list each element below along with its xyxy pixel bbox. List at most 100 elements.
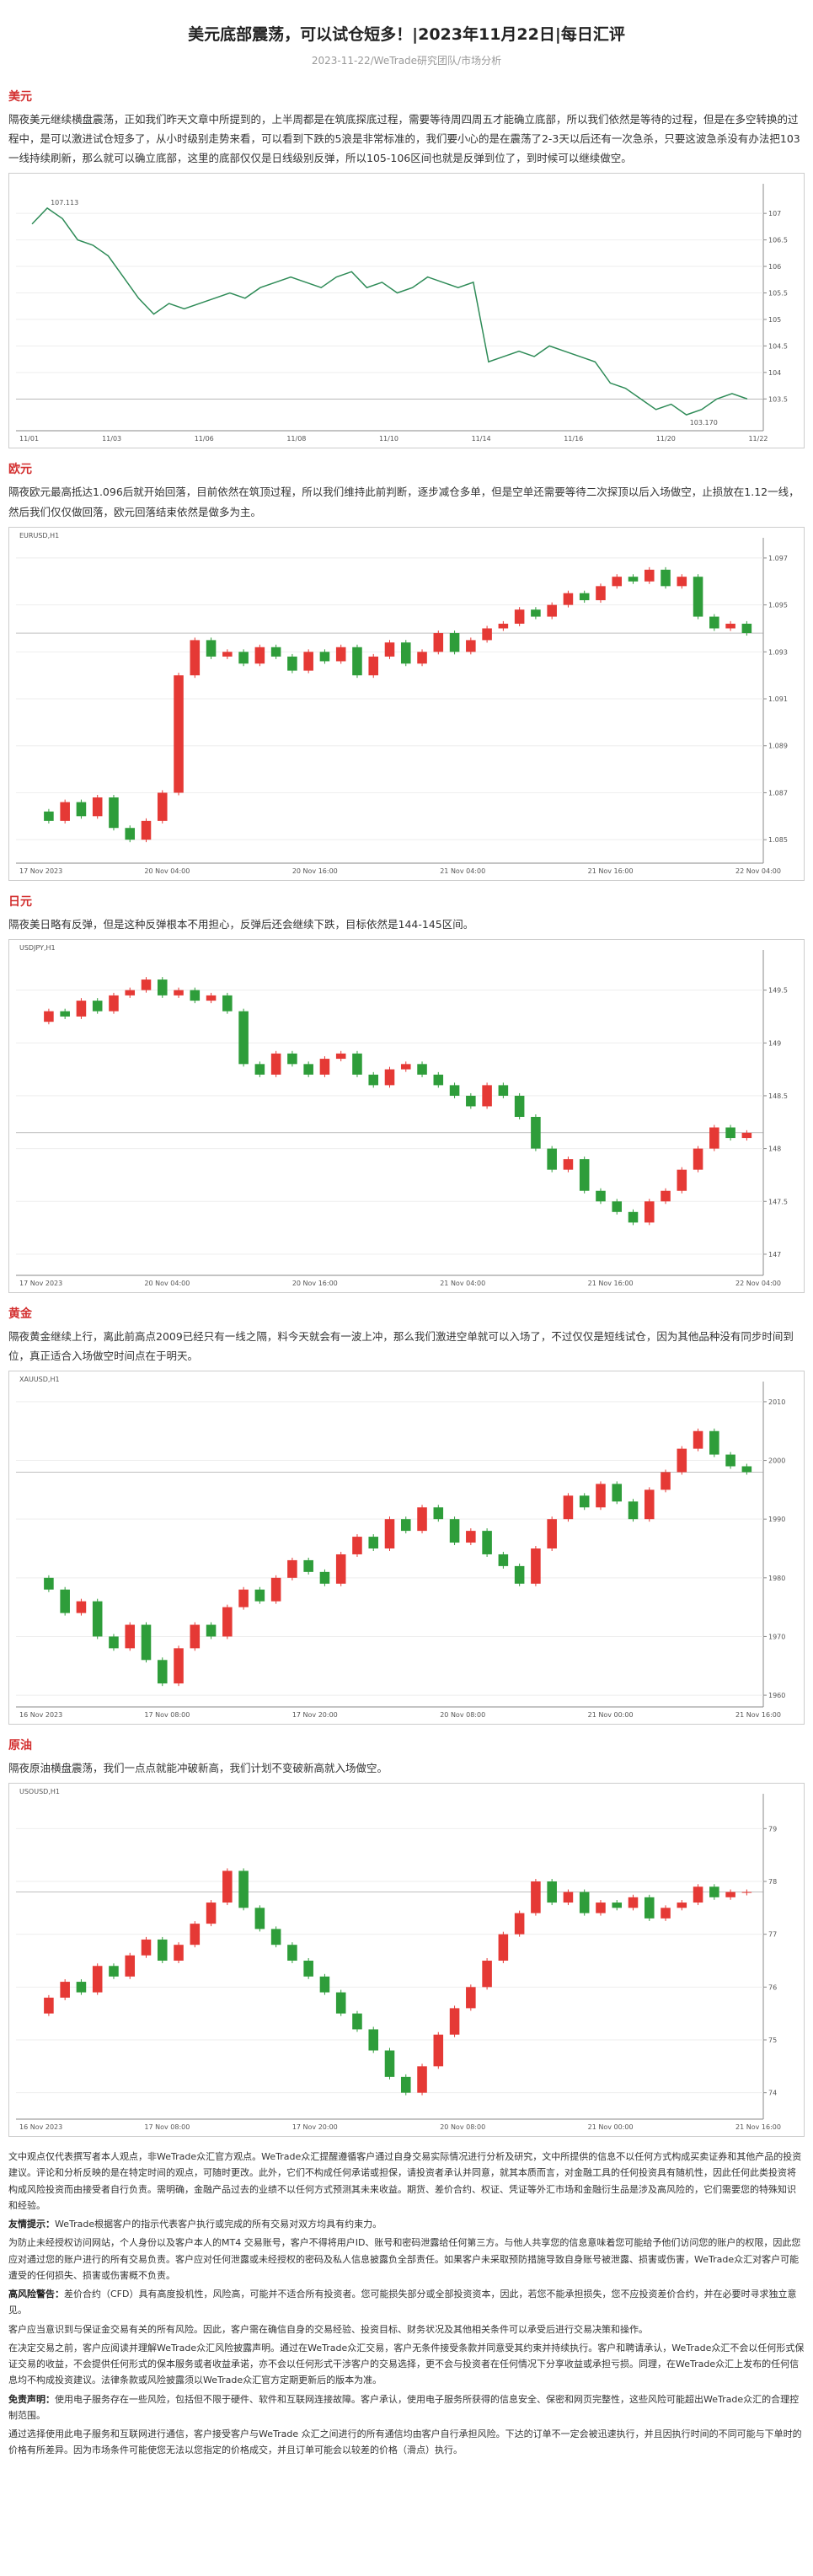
candle [417, 2066, 427, 2093]
candle [628, 1501, 639, 1520]
candle [709, 1886, 719, 1897]
x-tick-label: 11/03 [102, 435, 121, 443]
x-tick-label: 21 Nov 00:00 [588, 1711, 634, 1719]
candle [644, 1201, 655, 1223]
article: 美元底部震荡，可以试仓短多！|2023年11月22日|每日汇评 2023-11-… [0, 22, 813, 2459]
y-tick-label: 1.097 [768, 555, 788, 562]
x-tick-label: 11/20 [656, 435, 676, 443]
candle [433, 1507, 444, 1520]
disclaimer-paragraph: 客户应当意识到与保证金交易有关的所有风险。因此，客户需在确信自身的交易经验、投资… [8, 2321, 805, 2337]
candle [335, 1554, 346, 1584]
candle [141, 820, 152, 840]
y-tick-label: 147.5 [768, 1198, 788, 1205]
x-tick-label: 22 Nov 04:00 [735, 1280, 781, 1287]
candle [206, 1902, 217, 1924]
candle [238, 1011, 249, 1065]
disclaimer-label: 高风险警告： [8, 2289, 64, 2300]
candle [92, 1966, 103, 1993]
x-tick-label: 21 Nov 16:00 [735, 2123, 781, 2131]
candle [449, 632, 460, 652]
disclaimer-paragraph: 免责声明：使用电子服务存在一些风险，包括但不限于硬件、软件和互联网连接故障。客户… [8, 2391, 805, 2424]
x-tick-label: 17 Nov 08:00 [144, 1711, 190, 1719]
candle [741, 623, 752, 633]
candle [109, 797, 119, 828]
candle [433, 1074, 444, 1086]
candle [352, 1537, 362, 1554]
y-tick-label: 1.087 [768, 789, 788, 797]
candle [254, 647, 265, 663]
y-tick-label: 1970 [768, 1633, 785, 1640]
high-label: 107.113 [51, 199, 78, 207]
disclaimer-text: 差价合约（CFD）具有高度投机性，风险高，可能并不适合所有投资者。您可能损失部分… [8, 2289, 797, 2316]
candle [466, 640, 476, 652]
y-tick-label: 105 [768, 316, 781, 324]
y-tick-label: 1.095 [768, 601, 788, 609]
disclaimer-text: 在决定交易之前，客户应阅读并理解WeTrade众汇风险披露声明。通过在WeTra… [8, 2342, 805, 2386]
candle [547, 1881, 557, 1903]
candle [109, 1636, 119, 1649]
candle [319, 1571, 330, 1584]
chart: 74 75 76 77 78 79 16 Nov 2023 17 Nov 08:00 17 No… [8, 1783, 805, 2138]
price-line-series [31, 207, 748, 416]
candle [644, 569, 655, 582]
candle [433, 632, 444, 652]
candle [76, 1000, 87, 1017]
y-tick-label: 148.5 [768, 1092, 788, 1100]
chart-label: EURUSD,H1 [19, 532, 59, 539]
candle [579, 593, 590, 600]
y-tick-label: 77 [768, 1931, 777, 1939]
candle [206, 995, 217, 1001]
candle [190, 640, 201, 675]
candle [563, 593, 574, 605]
candle [498, 1085, 509, 1096]
chart-label: USDJPY,H1 [19, 944, 56, 952]
candle [661, 1472, 671, 1490]
y-tick-label: 149 [768, 1039, 781, 1047]
candle [335, 1053, 346, 1059]
disclaimer-text: 通过选择使用此电子服务和互联网进行通信，客户接受客户与WeTrade 众汇之间进… [8, 2428, 802, 2456]
disclaimer-paragraph: 文中观点仅代表撰写者本人观点，非WeTrade众汇官方观点。WeTrade众汇提… [8, 2149, 805, 2214]
candle [157, 1660, 168, 1684]
section-text: 隔夜美日略有反弹，但是这种反弹根本不用担心，反弹后还会继续下跌，目标依然是144… [8, 917, 474, 931]
candle [725, 1454, 735, 1467]
disclaimer-text: 使用电子服务存在一些风险，包括但不限于硬件、软件和互联网连接故障。客户承认，使用… [8, 2393, 800, 2421]
candle [125, 990, 136, 996]
y-tick-label: 78 [768, 1878, 777, 1886]
candle [547, 604, 557, 617]
candle [368, 1074, 379, 1086]
candle [725, 1892, 735, 1897]
candle [222, 651, 233, 657]
candle [254, 1064, 265, 1075]
x-tick-label: 22 Nov 04:00 [735, 867, 781, 875]
x-tick-label: 21 Nov 16:00 [588, 867, 634, 875]
candle [514, 1095, 525, 1117]
candle [612, 1484, 623, 1502]
candle [335, 1992, 346, 2014]
disclaimer-text: WeTrade根据客户的指示代表客户执行或完成的所有交易对双方均具有约束力。 [55, 2219, 382, 2230]
candle [612, 576, 623, 586]
chart: 147 147.5 148 148.5 149 149.5 17 Nov 2023 20 No… [8, 938, 805, 1293]
candle [352, 647, 362, 675]
section-heading: 原油 [8, 1739, 32, 1752]
candle [368, 1537, 379, 1548]
x-tick-label: 21 Nov 00:00 [588, 2123, 634, 2131]
x-tick-label: 11/06 [195, 435, 214, 443]
candle [400, 2076, 411, 2093]
y-tick-label: 1990 [768, 1516, 785, 1523]
candle [449, 2008, 460, 2035]
candle [531, 1881, 541, 1913]
y-tick-label: 149.5 [768, 986, 788, 994]
candle [400, 641, 411, 663]
candle [44, 1011, 54, 1022]
sections: 美元 隔夜美元继续横盘震荡，正如我们昨天文章中所提到的，上半周都是在筑底探底过程，… [8, 88, 805, 2138]
x-tick-label: 20 Nov 16:00 [292, 1280, 338, 1287]
candle [449, 1085, 460, 1096]
x-tick-label: 11/10 [379, 435, 398, 443]
disclaimer-text: 文中观点仅代表撰写者本人观点，非WeTrade众汇官方观点。WeTrade众汇提… [8, 2151, 802, 2211]
chart: 103.5 104 104.5 105 105.5 106 106.5 107 11/01 11/… [8, 173, 805, 449]
disclaimer-label: 免责声明： [8, 2393, 55, 2405]
candle [238, 1870, 249, 1908]
candle [417, 1507, 427, 1532]
candle [92, 797, 103, 816]
candle [92, 1601, 103, 1637]
